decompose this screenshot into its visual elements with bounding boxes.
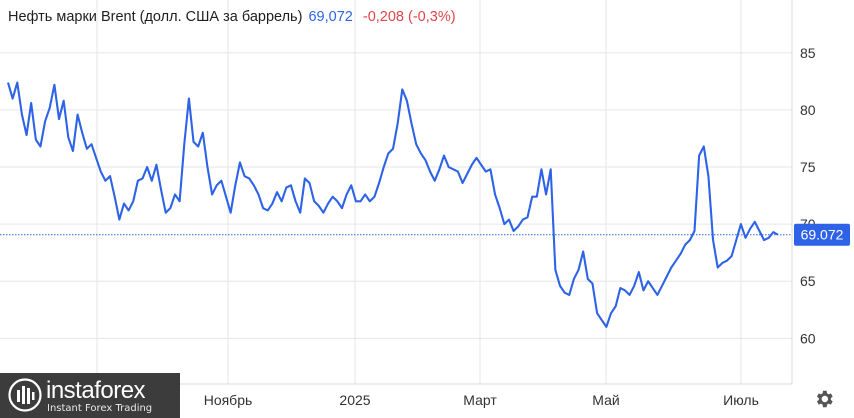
logo-tagline: Instant Forex Trading <box>47 403 153 414</box>
x-tick-label: Июль <box>723 392 759 408</box>
current-price-tag: 69.072 <box>794 223 850 246</box>
price-tag-background <box>794 223 850 246</box>
x-tick-label: Март <box>463 392 497 408</box>
chart-header: Нефть марки Brent (долл. США за баррель)… <box>8 9 456 25</box>
y-tick-label: 60 <box>800 330 816 346</box>
change-value: -0,208 (-0,3%) <box>362 9 456 25</box>
price-tag-label: 69.072 <box>801 227 844 243</box>
instaforex-logo[interactable]: instaforex Instant Forex Trading <box>0 373 180 418</box>
x-axis: Ноябрь 2025 Март Май Июль <box>204 392 759 408</box>
y-tick-label: 65 <box>800 273 816 289</box>
x-tick-label: Ноябрь <box>204 392 253 408</box>
logo-name: instaforex <box>46 377 146 404</box>
series-line <box>6 81 779 328</box>
chart-grid <box>0 0 793 385</box>
x-tick-label: 2025 <box>339 392 370 408</box>
gear-icon[interactable] <box>813 388 835 410</box>
instaforex-logo-icon <box>8 378 42 412</box>
x-tick-label: Май <box>592 392 619 408</box>
y-tick-label: 85 <box>800 45 816 61</box>
y-tick-label: 80 <box>800 102 816 118</box>
instrument-title: Нефть марки Brent (долл. США за баррель) <box>8 9 303 25</box>
y-tick-label: 75 <box>800 159 816 175</box>
last-value: 69,072 <box>308 9 353 25</box>
